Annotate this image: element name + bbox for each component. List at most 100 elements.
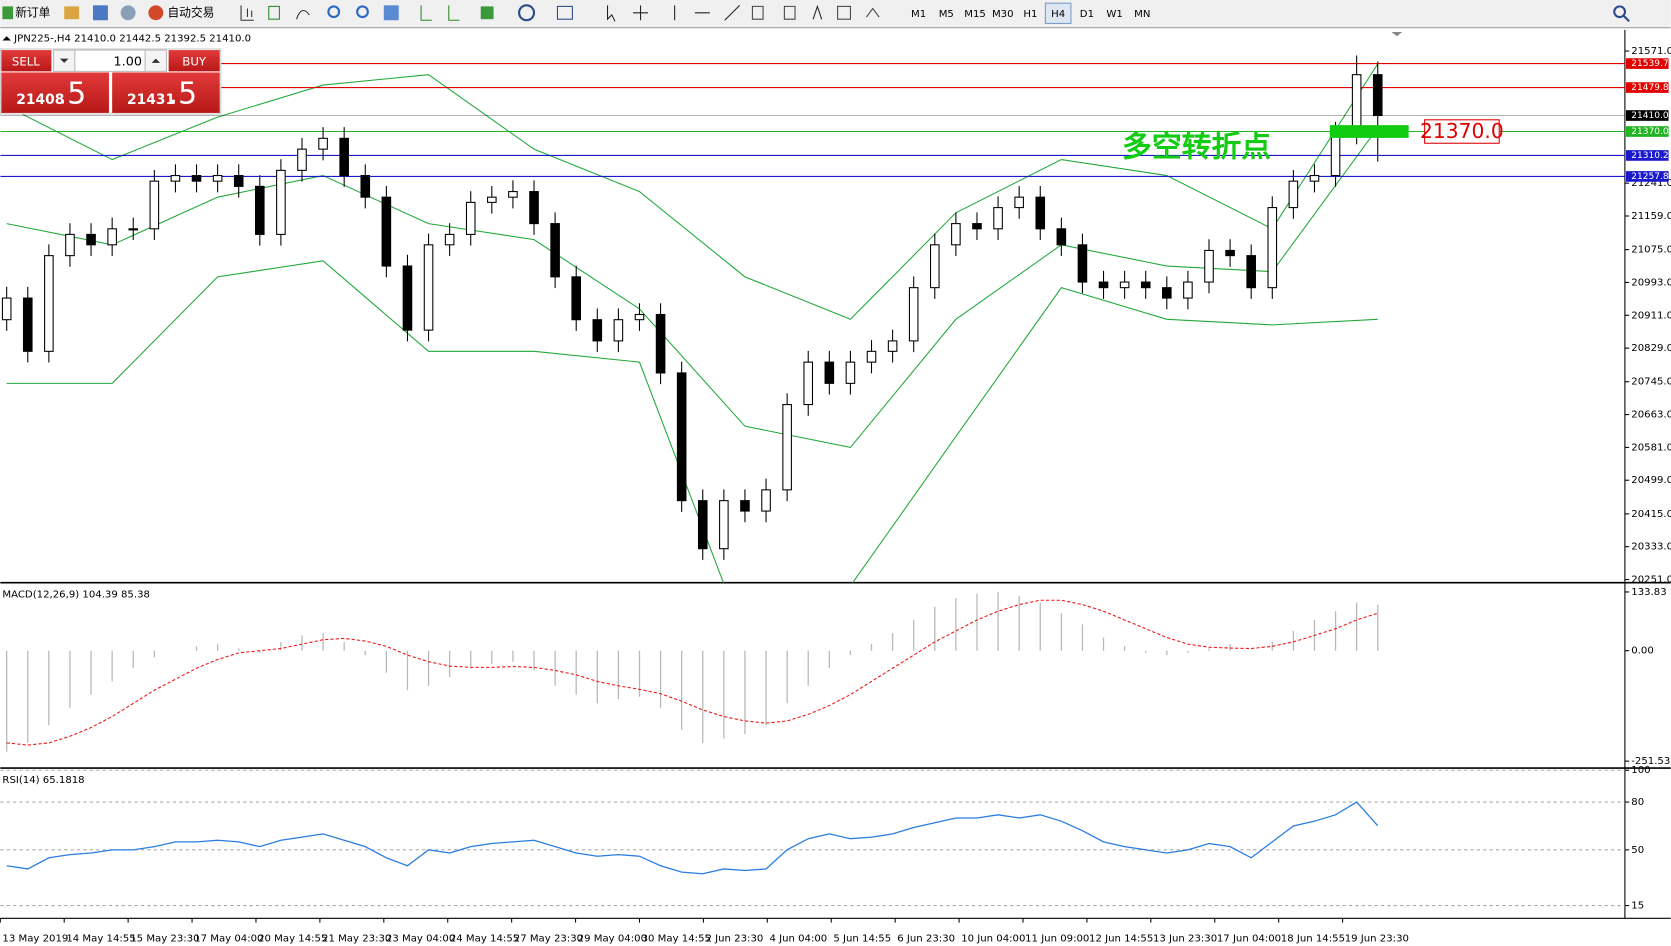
new-order-icon[interactable] xyxy=(2,6,14,20)
rsi-line xyxy=(6,801,1379,875)
candle-body xyxy=(1225,249,1235,257)
x-tick-label: 21 May 23:30 xyxy=(322,934,391,945)
sell-label[interactable]: SELL xyxy=(12,54,40,68)
candle-body xyxy=(1351,74,1362,134)
candle-body xyxy=(44,255,54,352)
cursor[interactable] xyxy=(606,5,616,22)
candle-body xyxy=(465,201,476,235)
x-tick-label: 5 Jun 14:55 xyxy=(833,934,891,945)
sell-button[interactable] xyxy=(1,50,52,72)
candle-body xyxy=(170,175,181,182)
icon[interactable] xyxy=(64,6,80,20)
timeframe-button[interactable]: D1 xyxy=(1080,9,1094,20)
candle-body xyxy=(634,313,645,321)
candle-body xyxy=(592,319,603,342)
icon[interactable] xyxy=(420,5,460,21)
candle-body xyxy=(1204,249,1214,283)
level-label-bg xyxy=(1625,110,1669,121)
y-tick-label: 20251.0 xyxy=(1631,575,1671,586)
icon[interactable] xyxy=(518,4,536,22)
buy-label[interactable]: BUY xyxy=(182,54,207,68)
timeframe-button[interactable]: M30 xyxy=(992,9,1014,20)
x-tick-label: 13 May 2019 xyxy=(2,934,68,945)
x-tick-label: 30 May 14:55 xyxy=(642,934,711,945)
arrow xyxy=(59,58,69,63)
candle-body xyxy=(951,223,961,246)
y-tick-label: 20581.0 xyxy=(1631,442,1671,453)
icon[interactable] xyxy=(240,5,254,21)
candle-body xyxy=(318,137,328,150)
level-label: 21370.0 xyxy=(1631,127,1669,137)
price-axis: 21571.0 21241.0 21159.0 21075.0 20993.0 20911… xyxy=(1624,46,1671,912)
trade-panel: SELL 1.00 BUY 21408 .5 21431 .5 xyxy=(0,48,222,115)
candle-body xyxy=(297,148,307,171)
sell-price-box[interactable] xyxy=(1,72,109,113)
signal-line xyxy=(6,599,1378,746)
timeframe-button[interactable]: H4 xyxy=(1051,9,1065,20)
y-tick-label: 20745.0 xyxy=(1631,377,1671,388)
level-label: 21479.8 xyxy=(1631,83,1669,93)
icon[interactable] xyxy=(120,5,136,21)
volume-value[interactable]: 1.00 xyxy=(114,54,142,69)
x-tick-label: 29 May 04:00 xyxy=(578,934,647,945)
timeframe-button[interactable]: M15 xyxy=(964,9,986,20)
price-callout: 21370.0 xyxy=(1420,119,1504,143)
y-tick-label: 20993.0 xyxy=(1631,277,1671,288)
x-tick-label: 20 May 14:55 xyxy=(258,934,327,945)
candle-body xyxy=(444,233,455,246)
crosshair[interactable] xyxy=(633,5,649,21)
x-tick-label: 15 May 23:30 xyxy=(130,934,199,945)
candle-body xyxy=(1140,281,1151,289)
icon[interactable] xyxy=(837,5,851,20)
y-tick-label: 15 xyxy=(1631,901,1644,912)
level-label-bg xyxy=(1625,150,1669,161)
level-label: 21410.0 xyxy=(1631,111,1669,121)
icon[interactable] xyxy=(92,5,108,21)
x-tick-label: 24 May 14:55 xyxy=(450,934,519,945)
x-tick-label: 27 May 23:30 xyxy=(514,934,583,945)
auto-trading-button[interactable]: 自动交易 xyxy=(168,5,215,19)
timeframe-button[interactable]: MN xyxy=(1134,9,1150,20)
icon[interactable] xyxy=(383,5,399,21)
buy-pips[interactable]: .5 xyxy=(169,76,197,111)
candle-body xyxy=(697,500,708,550)
candle-body xyxy=(824,361,835,384)
candle-body xyxy=(845,361,856,384)
icon[interactable] xyxy=(865,7,880,18)
x-tick-label: 6 Jun 23:30 xyxy=(897,934,955,945)
chart-menu[interactable] xyxy=(2,36,11,41)
icon[interactable] xyxy=(268,5,280,20)
buy-button[interactable] xyxy=(168,50,220,72)
candle-body xyxy=(276,169,286,235)
timeframe-button[interactable]: H1 xyxy=(1023,9,1037,20)
rsi-title: RSI(14) 65.1818 xyxy=(2,775,84,786)
text-tool[interactable] xyxy=(812,4,823,20)
buy-price[interactable]: 21431 xyxy=(127,92,175,108)
icon[interactable] xyxy=(783,5,796,20)
candle-body xyxy=(1035,196,1046,230)
search[interactable] xyxy=(1613,5,1630,23)
sell-pips[interactable]: .5 xyxy=(58,76,86,111)
sell-price[interactable]: 21408 xyxy=(16,92,64,108)
zoom-out[interactable] xyxy=(356,5,369,19)
turning-point-text: 多空转折点 xyxy=(1122,130,1271,165)
draw-tools[interactable] xyxy=(674,4,740,21)
x-tick-label: 13 Jun 23:30 xyxy=(1153,934,1217,945)
auto-trading-icon[interactable] xyxy=(148,5,164,21)
buy-price-box[interactable] xyxy=(112,72,220,113)
icon[interactable] xyxy=(556,5,573,20)
zoom-in[interactable] xyxy=(327,5,341,19)
y-tick-label: 20415.0 xyxy=(1631,509,1671,520)
icon[interactable] xyxy=(480,6,494,20)
candle-body xyxy=(1,297,12,321)
candle-body xyxy=(1077,244,1088,283)
level-label: 21257.8 xyxy=(1631,172,1669,182)
timeframe-button[interactable]: M1 xyxy=(911,9,926,20)
new-order-button[interactable]: 新订单 xyxy=(15,5,50,19)
candle-body xyxy=(929,244,940,289)
timeframe-button[interactable]: M5 xyxy=(939,9,954,20)
icon[interactable] xyxy=(295,9,310,20)
timeframe-button[interactable]: W1 xyxy=(1106,9,1122,20)
icon[interactable] xyxy=(751,5,764,20)
y-tick-label: 21241.0 xyxy=(1631,178,1671,189)
